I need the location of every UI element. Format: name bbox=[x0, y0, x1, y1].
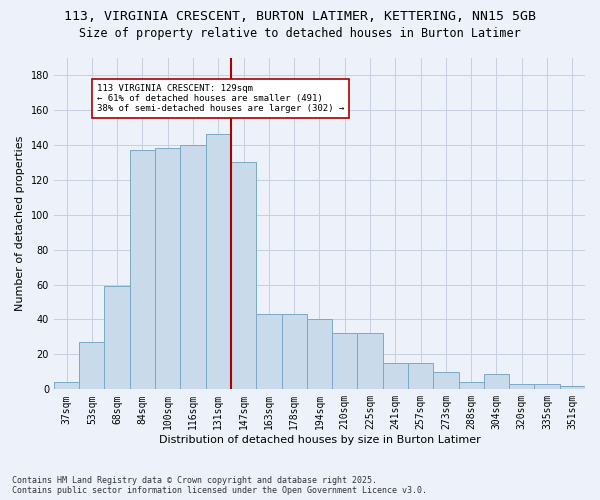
Bar bbox=[433, 372, 458, 390]
Bar bbox=[281, 314, 307, 390]
Bar bbox=[256, 314, 281, 390]
Bar bbox=[104, 286, 130, 390]
Bar bbox=[509, 384, 535, 390]
Bar bbox=[332, 334, 358, 390]
Bar bbox=[458, 382, 484, 390]
Text: 113, VIRGINIA CRESCENT, BURTON LATIMER, KETTERING, NN15 5GB: 113, VIRGINIA CRESCENT, BURTON LATIMER, … bbox=[64, 10, 536, 23]
Bar bbox=[181, 145, 206, 390]
Bar bbox=[358, 334, 383, 390]
Bar bbox=[54, 382, 79, 390]
Text: 113 VIRGINIA CRESCENT: 129sqm
← 61% of detached houses are smaller (491)
38% of : 113 VIRGINIA CRESCENT: 129sqm ← 61% of d… bbox=[97, 84, 344, 114]
Bar bbox=[535, 384, 560, 390]
Bar bbox=[130, 150, 155, 390]
Bar bbox=[383, 363, 408, 390]
Bar bbox=[231, 162, 256, 390]
Bar bbox=[307, 320, 332, 390]
Y-axis label: Number of detached properties: Number of detached properties bbox=[15, 136, 25, 311]
Text: Contains HM Land Registry data © Crown copyright and database right 2025.
Contai: Contains HM Land Registry data © Crown c… bbox=[12, 476, 427, 495]
Bar bbox=[79, 342, 104, 390]
Text: Size of property relative to detached houses in Burton Latimer: Size of property relative to detached ho… bbox=[79, 28, 521, 40]
Bar bbox=[206, 134, 231, 390]
Bar bbox=[155, 148, 181, 390]
Bar bbox=[484, 374, 509, 390]
Bar bbox=[560, 386, 585, 390]
X-axis label: Distribution of detached houses by size in Burton Latimer: Distribution of detached houses by size … bbox=[158, 435, 481, 445]
Bar bbox=[408, 363, 433, 390]
